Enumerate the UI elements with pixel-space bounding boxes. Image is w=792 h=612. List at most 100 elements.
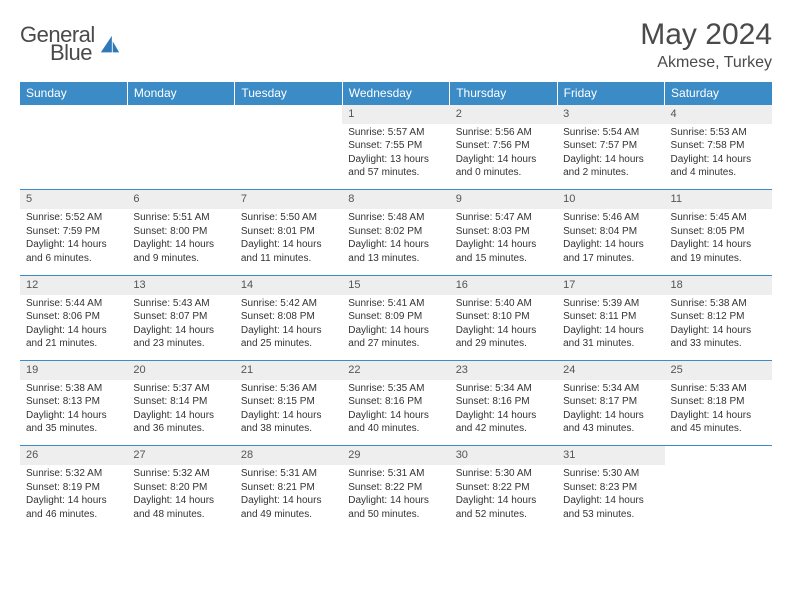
day-number-cell: 21: [235, 361, 342, 380]
cell-line-d2: and 36 minutes.: [133, 422, 228, 436]
day-data-cell: [665, 465, 772, 531]
cell-line-sr: Sunrise: 5:54 AM: [563, 126, 658, 140]
cell-line-d2: and 19 minutes.: [671, 252, 766, 266]
cell-line-d2: and 9 minutes.: [133, 252, 228, 266]
cell-line-sr: Sunrise: 5:33 AM: [671, 382, 766, 396]
cell-line-sr: Sunrise: 5:38 AM: [671, 297, 766, 311]
cell-line-sr: Sunrise: 5:48 AM: [348, 211, 443, 225]
cell-line-d1: Daylight: 14 hours: [241, 494, 336, 508]
cell-line-d2: and 21 minutes.: [26, 337, 121, 351]
cell-line-sr: Sunrise: 5:38 AM: [26, 382, 121, 396]
day-number-cell: 18: [665, 275, 772, 294]
day-data-cell: Sunrise: 5:34 AMSunset: 8:16 PMDaylight:…: [450, 380, 557, 446]
day-number-row: 262728293031: [20, 446, 772, 465]
day-number-cell: 22: [342, 361, 449, 380]
day-number-cell: 31: [557, 446, 664, 465]
cell-line-ss: Sunset: 8:00 PM: [133, 225, 228, 239]
day-data-cell: Sunrise: 5:37 AMSunset: 8:14 PMDaylight:…: [127, 380, 234, 446]
cell-line-sr: Sunrise: 5:44 AM: [26, 297, 121, 311]
day-number-cell: [665, 446, 772, 465]
day-number-cell: 6: [127, 190, 234, 209]
day-number-cell: 2: [450, 105, 557, 124]
day-data-cell: Sunrise: 5:54 AMSunset: 7:57 PMDaylight:…: [557, 124, 664, 190]
cell-line-sr: Sunrise: 5:36 AM: [241, 382, 336, 396]
cell-line-d1: Daylight: 14 hours: [456, 409, 551, 423]
cell-line-d1: Daylight: 14 hours: [456, 324, 551, 338]
weekday-header: Tuesday: [235, 82, 342, 105]
day-data-cell: Sunrise: 5:42 AMSunset: 8:08 PMDaylight:…: [235, 295, 342, 361]
header: General Blue May 2024 Akmese, Turkey: [20, 18, 772, 72]
cell-line-d1: Daylight: 14 hours: [26, 494, 121, 508]
cell-line-d1: Daylight: 14 hours: [671, 238, 766, 252]
cell-line-sr: Sunrise: 5:41 AM: [348, 297, 443, 311]
cell-line-sr: Sunrise: 5:30 AM: [563, 467, 658, 481]
cell-line-d2: and 25 minutes.: [241, 337, 336, 351]
cell-line-d2: and 33 minutes.: [671, 337, 766, 351]
day-data-cell: [20, 124, 127, 190]
cell-line-ss: Sunset: 8:07 PM: [133, 310, 228, 324]
cell-line-d2: and 49 minutes.: [241, 508, 336, 522]
cell-line-sr: Sunrise: 5:50 AM: [241, 211, 336, 225]
day-number-cell: 26: [20, 446, 127, 465]
day-data-cell: Sunrise: 5:30 AMSunset: 8:23 PMDaylight:…: [557, 465, 664, 531]
cell-line-ss: Sunset: 8:23 PM: [563, 481, 658, 495]
cell-line-sr: Sunrise: 5:32 AM: [133, 467, 228, 481]
day-number-cell: [235, 105, 342, 124]
cell-line-d2: and 48 minutes.: [133, 508, 228, 522]
cell-line-d1: Daylight: 14 hours: [348, 494, 443, 508]
cell-line-sr: Sunrise: 5:52 AM: [26, 211, 121, 225]
cell-line-sr: Sunrise: 5:39 AM: [563, 297, 658, 311]
cell-line-d2: and 2 minutes.: [563, 166, 658, 180]
day-data-cell: Sunrise: 5:38 AMSunset: 8:12 PMDaylight:…: [665, 295, 772, 361]
cell-line-ss: Sunset: 8:22 PM: [348, 481, 443, 495]
cell-line-ss: Sunset: 8:13 PM: [26, 395, 121, 409]
logo-sail-icon: [99, 34, 121, 56]
day-number-row: 19202122232425: [20, 361, 772, 380]
cell-line-ss: Sunset: 8:14 PM: [133, 395, 228, 409]
day-number-cell: 11: [665, 190, 772, 209]
day-data-cell: Sunrise: 5:45 AMSunset: 8:05 PMDaylight:…: [665, 209, 772, 275]
day-data-cell: Sunrise: 5:56 AMSunset: 7:56 PMDaylight:…: [450, 124, 557, 190]
cell-line-ss: Sunset: 7:57 PM: [563, 139, 658, 153]
day-data-row: Sunrise: 5:57 AMSunset: 7:55 PMDaylight:…: [20, 124, 772, 190]
day-number-cell: 17: [557, 275, 664, 294]
day-data-cell: Sunrise: 5:36 AMSunset: 8:15 PMDaylight:…: [235, 380, 342, 446]
cell-line-d1: Daylight: 14 hours: [563, 153, 658, 167]
cell-line-ss: Sunset: 8:19 PM: [26, 481, 121, 495]
cell-line-d2: and 53 minutes.: [563, 508, 658, 522]
day-number-cell: 7: [235, 190, 342, 209]
cell-line-ss: Sunset: 7:56 PM: [456, 139, 551, 153]
weekday-header: Monday: [127, 82, 234, 105]
day-number-cell: 13: [127, 275, 234, 294]
cell-line-d1: Daylight: 14 hours: [26, 238, 121, 252]
day-data-cell: Sunrise: 5:38 AMSunset: 8:13 PMDaylight:…: [20, 380, 127, 446]
cell-line-sr: Sunrise: 5:31 AM: [241, 467, 336, 481]
day-number-cell: 29: [342, 446, 449, 465]
cell-line-sr: Sunrise: 5:31 AM: [348, 467, 443, 481]
day-data-cell: Sunrise: 5:39 AMSunset: 8:11 PMDaylight:…: [557, 295, 664, 361]
day-number-cell: 20: [127, 361, 234, 380]
cell-line-d1: Daylight: 14 hours: [241, 324, 336, 338]
day-number-cell: 15: [342, 275, 449, 294]
cell-line-d2: and 40 minutes.: [348, 422, 443, 436]
cell-line-sr: Sunrise: 5:51 AM: [133, 211, 228, 225]
cell-line-ss: Sunset: 7:59 PM: [26, 225, 121, 239]
cell-line-d1: Daylight: 14 hours: [671, 409, 766, 423]
cell-line-d2: and 23 minutes.: [133, 337, 228, 351]
cell-line-ss: Sunset: 8:11 PM: [563, 310, 658, 324]
cell-line-d1: Daylight: 14 hours: [456, 494, 551, 508]
day-number-cell: 14: [235, 275, 342, 294]
cell-line-d2: and 52 minutes.: [456, 508, 551, 522]
day-number-cell: 16: [450, 275, 557, 294]
cell-line-ss: Sunset: 8:06 PM: [26, 310, 121, 324]
day-data-cell: Sunrise: 5:40 AMSunset: 8:10 PMDaylight:…: [450, 295, 557, 361]
cell-line-d2: and 17 minutes.: [563, 252, 658, 266]
cell-line-sr: Sunrise: 5:34 AM: [456, 382, 551, 396]
cell-line-d1: Daylight: 13 hours: [348, 153, 443, 167]
cell-line-d2: and 0 minutes.: [456, 166, 551, 180]
day-data-cell: Sunrise: 5:57 AMSunset: 7:55 PMDaylight:…: [342, 124, 449, 190]
cell-line-d2: and 43 minutes.: [563, 422, 658, 436]
day-number-cell: 30: [450, 446, 557, 465]
cell-line-d2: and 31 minutes.: [563, 337, 658, 351]
day-number-cell: 3: [557, 105, 664, 124]
